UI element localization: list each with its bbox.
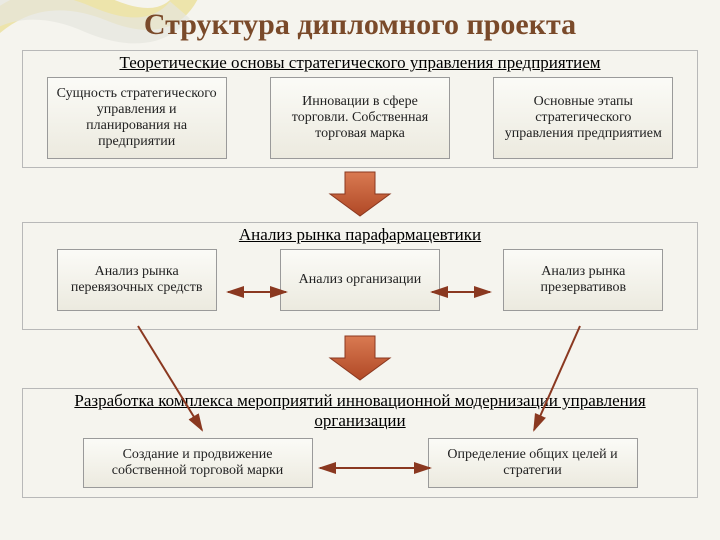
section-3-row: Создание и продвижение собственной торго… [23,434,697,496]
section-3: Разработка комплекса мероприятий инновац… [22,388,698,498]
section-1-title: Теоретические основы стратегического упр… [23,51,697,77]
box-stages: Основные этапы стратегического управлени… [493,77,673,159]
box-condoms: Анализ рынка презервативов [503,249,663,311]
box-brand: Создание и продвижение собственной торго… [83,438,313,488]
box-goals: Определение общих целей и стратегии [428,438,638,488]
section-2-row: Анализ рынка перевязочных средств Анализ… [23,249,697,319]
block-arrow-2 [330,336,390,380]
box-bandages: Анализ рынка перевязочных средств [57,249,217,311]
section-2-title: Анализ рынка парафармацевтики [23,223,697,249]
box-essence: Сущность стратегического управления и пл… [47,77,227,159]
page-title: Структура дипломного проекта [0,8,720,42]
section-2: Анализ рынка парафармацевтики Анализ рын… [22,222,698,330]
section-1-row: Сущность стратегического управления и пл… [23,77,697,167]
section-3-title: Разработка комплекса мероприятий инновац… [23,389,697,434]
section-1: Теоретические основы стратегического упр… [22,50,698,168]
box-innovations: Инновации в сфере торговли. Собственная … [270,77,450,159]
box-organization: Анализ организации [280,249,440,311]
block-arrow-1 [330,172,390,216]
